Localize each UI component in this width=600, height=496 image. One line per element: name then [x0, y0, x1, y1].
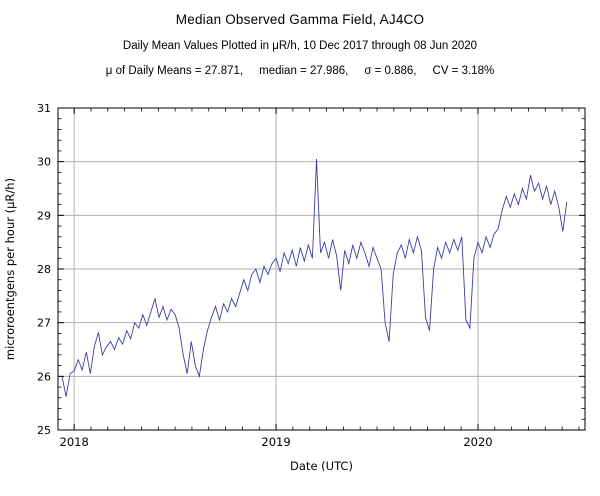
chart-stats-line: μ of Daily Means = 27.871, median = 27.98… — [0, 65, 600, 77]
svg-text:2018: 2018 — [60, 435, 89, 449]
stat-cv: CV = 3.18% — [432, 65, 495, 77]
svg-text:2020: 2020 — [463, 435, 492, 449]
svg-text:28: 28 — [37, 263, 51, 276]
chart-title: Median Observed Gamma Field, AJ4CO — [175, 12, 425, 27]
y-axis-label: microroentgens per hour (μR/h) — [3, 178, 17, 360]
svg-text:31: 31 — [37, 102, 51, 115]
svg-text:29: 29 — [37, 209, 51, 222]
svg-text:26: 26 — [37, 370, 51, 383]
chart-subtitle: Daily Mean Values Plotted in μR/h, 10 De… — [122, 40, 478, 52]
svg-text:2019: 2019 — [261, 435, 290, 449]
svg-text:30: 30 — [37, 156, 51, 169]
x-axis-label: Date (UTC) — [290, 459, 353, 473]
svg-text:25: 25 — [37, 424, 51, 437]
stat-median: median = 27.986, — [259, 65, 349, 77]
stat-sigma: σ = 0.886, — [364, 65, 417, 77]
stat-mean: μ of Daily Means = 27.871, — [105, 65, 244, 77]
time-series-plot: 25 26 27 28 29 30 31 2018 2019 2020 Date (UTC) micr… — [3, 102, 586, 473]
svg-text:27: 27 — [37, 317, 51, 330]
